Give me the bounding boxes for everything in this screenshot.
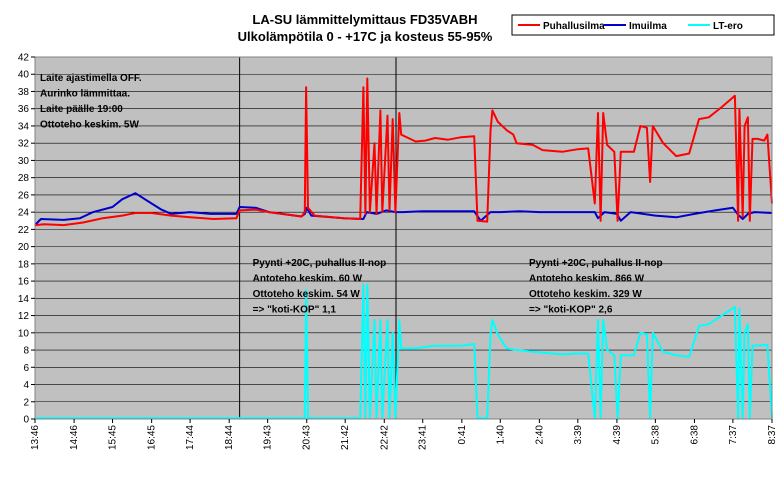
y-tick-label: 34 [18,121,30,132]
x-tick-label: 6:38 [689,425,700,445]
series-lines [34,77,773,420]
x-tick-label: 7:37 [728,425,739,445]
x-tick-label: 14:46 [69,425,80,450]
x-tick-label: 4:39 [612,425,623,445]
y-tick-label: 2 [23,397,29,408]
series-line-puhallusilma [34,77,773,227]
x-tick-label: 19:43 [263,425,274,450]
y-tick-label: 4 [23,380,29,391]
y-tick-label: 10 [18,328,30,339]
y-tick-label: 26 [18,190,30,201]
annotation-line: Pyynti +20C, puhallus II-nop [529,258,663,269]
chart-title: LA-SU lämmittelymittaus FD35VABH [252,12,477,27]
x-tick-label: 0:41 [457,425,468,445]
series-line-imuilma [34,192,773,226]
x-tick-label: 18:44 [224,425,235,450]
y-tick-label: 24 [18,208,30,219]
legend-label: Puhallusilma [543,21,605,32]
x-tick-label: 21:42 [340,425,351,450]
y-tick-label: 38 [18,87,30,98]
y-tick-label: 14 [18,294,30,305]
y-tick-label: 30 [18,156,30,167]
x-axis: 13:46 14:46 15:45 16:45 17:44 18:44 19:43 20:43… [30,419,778,450]
legend-box [511,14,775,36]
plot-area [35,57,772,419]
annotation-line: Laite päälle 19:00 [40,104,123,115]
legend-label: LT-ero [713,21,743,32]
annotation-line: Ottoteho keskim. 54 W [253,289,361,300]
y-tick-label: 40 [18,70,30,81]
x-tick-label: 15:45 [108,425,119,450]
x-tick-label: 5:38 [650,425,661,445]
legend: Puhallusilma Imuilma LT-ero [511,14,775,36]
annotation-line: Ottoteho keskim. 5W [40,120,139,131]
y-tick-label: 6 [23,363,29,374]
x-tick-label: 22:42 [379,425,390,450]
y-tick-label: 16 [18,277,30,288]
x-tick-label: 17:44 [185,425,196,450]
y-tick-label: 22 [18,225,30,236]
y-tick-label: 12 [18,311,30,322]
annotation-line: => "koti-KOP" 1,1 [253,305,337,316]
y-tick-label: 36 [18,104,30,115]
y-tick-label: 42 [18,53,30,64]
annotation-line: => "koti-KOP" 2,6 [529,305,613,316]
y-tick-label: 28 [18,173,30,184]
x-tick-label: 20:43 [302,425,313,450]
grid-lines [35,73,772,403]
y-tick-label: 32 [18,139,30,150]
legend-label: Imuilma [629,21,667,32]
x-tick-label: 16:45 [147,425,158,450]
annotation-line: Antoteho keskim. 60 W [253,274,363,285]
y-tick-label: 8 [23,346,29,357]
annotation-line: Laite ajastimella OFF. [40,73,142,84]
x-tick-label: 13:46 [30,425,41,450]
plot-border [34,56,773,420]
annotation-line: Ottoteho keskim. 329 W [529,289,642,300]
phase-dividers [239,57,397,419]
annotation-line: Antoteho keskim. 866 W [529,274,645,285]
x-tick-label: 8:37 [767,425,778,445]
x-tick-label: 23:41 [418,425,429,450]
x-tick-label: 3:39 [573,425,584,445]
y-tick-label: 0 [23,415,29,426]
series-line-lt-ero [35,283,773,420]
annotation-line: Aurinko lämmittaa. [40,89,130,100]
y-tick-label: 18 [18,259,30,270]
chart-subtitle: Ulkolämpötila 0 - +17C ja kosteus 55-95% [238,29,493,44]
annotation-line: Pyynti +20C, puhallus II-nop [253,258,387,269]
annotations: Laite ajastimella OFF. Aurinko lämmittaa.… [40,73,663,316]
x-tick-label: 1:40 [495,425,506,445]
x-tick-label: 2:40 [534,425,545,445]
y-tick-label: 20 [18,242,30,253]
